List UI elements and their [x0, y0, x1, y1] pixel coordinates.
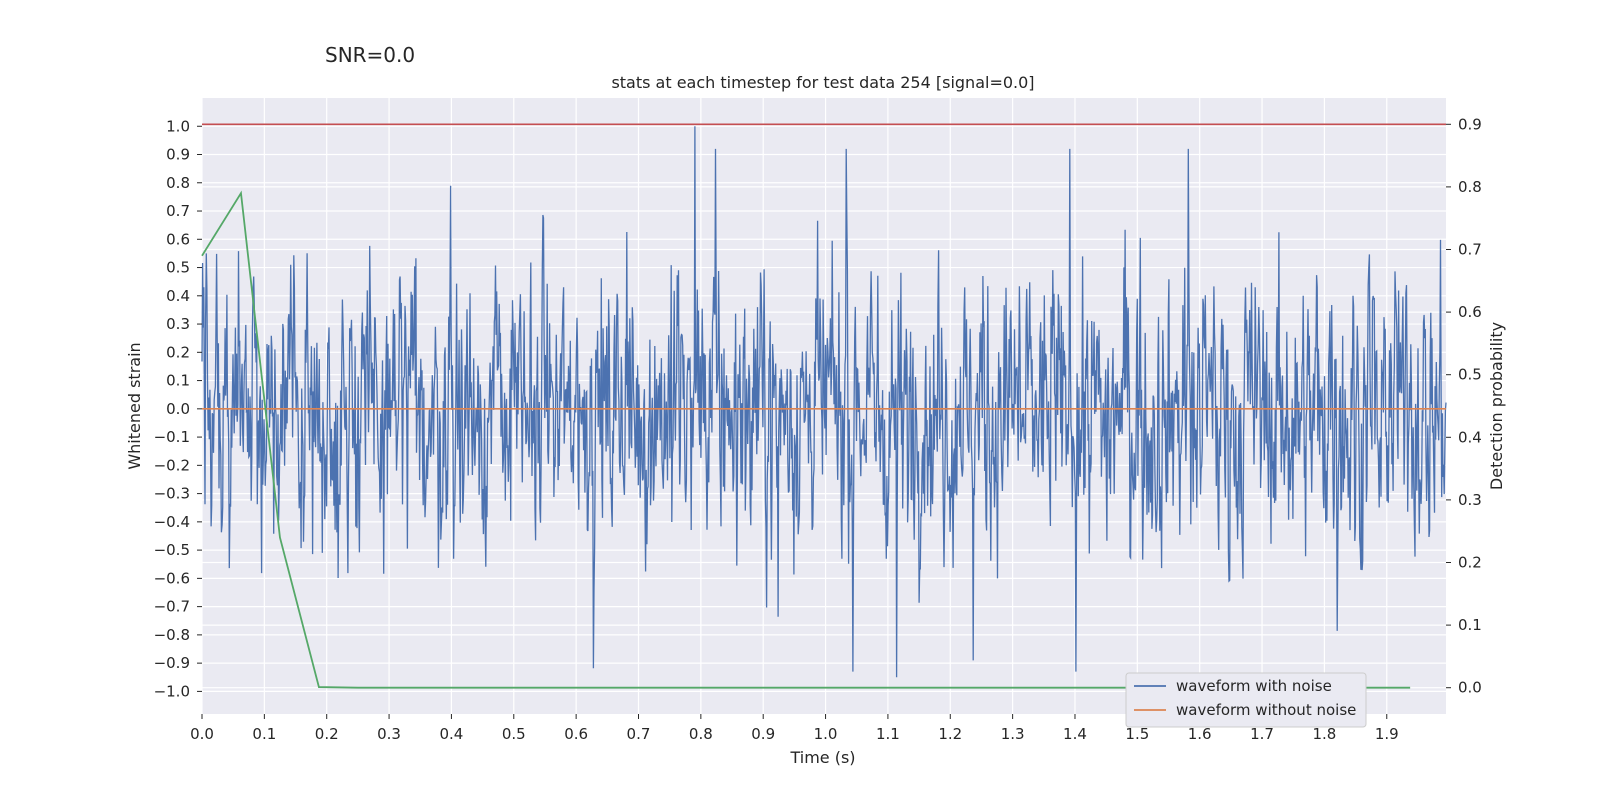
x-tick-label: 1.4 — [1063, 725, 1087, 743]
series-waveform-with-noise — [201, 126, 1447, 678]
x-tick-label: 1.1 — [876, 725, 900, 743]
y2-tick-label: 0.6 — [1458, 303, 1482, 321]
x-tick-label: 0.2 — [315, 725, 339, 743]
series-detection-probability — [201, 190, 1411, 689]
x-tick-label: 0.7 — [627, 725, 651, 743]
y-tick-label: −0.6 — [154, 569, 190, 587]
y2-tick-label: 0.8 — [1458, 178, 1482, 196]
y2-tick-label: 0.7 — [1458, 240, 1482, 258]
y2-tick-label: 0.5 — [1458, 366, 1482, 384]
x-tick-label: 0.5 — [502, 725, 526, 743]
x-tick-label: 1.2 — [938, 725, 962, 743]
y-tick-label: −0.7 — [154, 598, 190, 616]
legend-label-noise: waveform with noise — [1176, 677, 1332, 695]
y-tick-label: 0.5 — [166, 259, 190, 277]
y-tick-label: −0.2 — [154, 456, 190, 474]
y-tick-label: 0.4 — [166, 287, 190, 305]
x-tick-label: 1.9 — [1375, 725, 1399, 743]
y-tick-label: 0.7 — [166, 202, 190, 220]
y-tick-label: 0.3 — [166, 315, 190, 333]
x-tick-label: 0.8 — [689, 725, 713, 743]
figure-suptitle: SNR=0.0 — [325, 43, 415, 67]
x-tick-label: 1.5 — [1125, 725, 1149, 743]
x-tick-label: 1.0 — [814, 725, 838, 743]
y-tick-label: −0.3 — [154, 485, 190, 503]
x-tick-label: 1.8 — [1312, 725, 1336, 743]
y-axis-label: Whitened strain — [125, 342, 144, 469]
y2-tick-label: 0.0 — [1458, 679, 1482, 697]
legend: waveform with noise waveform without noi… — [1125, 672, 1367, 728]
legend-frame — [1125, 672, 1367, 728]
x-tick-label: 0.1 — [252, 725, 276, 743]
x-tick-label: 0.3 — [377, 725, 401, 743]
y-tick-label: −0.4 — [154, 513, 190, 531]
y-tick-label: −0.1 — [154, 428, 190, 446]
x-tick-label: 1.6 — [1188, 725, 1212, 743]
y2-tick-label: 0.9 — [1458, 115, 1482, 133]
x-tick-label: 0.9 — [751, 725, 775, 743]
x-axis-label: Time (s) — [789, 748, 855, 767]
y2-tick-label: 0.2 — [1458, 554, 1482, 572]
y-tick-label: −0.8 — [154, 626, 190, 644]
y-tick-label: −1.0 — [154, 682, 190, 700]
y2-tick-label: 0.4 — [1458, 428, 1482, 446]
x-tick-label: 1.3 — [1001, 725, 1025, 743]
y2-axis-label: Detection probability — [1487, 322, 1506, 490]
y-tick-label: 0.8 — [166, 174, 190, 192]
y2-tick-label: 0.3 — [1458, 491, 1482, 509]
x-tick-label: 1.7 — [1250, 725, 1274, 743]
y-tick-label: −0.5 — [154, 541, 190, 559]
y-tick-label: 1.0 — [166, 117, 190, 135]
series-layer — [201, 123, 1447, 689]
y-tick-label: 0.6 — [166, 230, 190, 248]
y2-tick-label: 0.1 — [1458, 616, 1482, 634]
y-tick-label: 0.9 — [166, 146, 190, 164]
chart-title: stats at each timestep for test data 254… — [611, 73, 1034, 92]
y-tick-label: −0.9 — [154, 654, 190, 672]
x-tick-label: 0.0 — [190, 725, 214, 743]
y-tick-label: 0.2 — [166, 343, 190, 361]
y-tick-label: 0.1 — [166, 372, 190, 390]
legend-label-clean: waveform without noise — [1176, 701, 1356, 719]
x-tick-label: 0.4 — [439, 725, 463, 743]
x-tick-label: 0.6 — [564, 725, 588, 743]
y-tick-label: 0.0 — [166, 400, 190, 418]
axes: 0.0 0.1 0.2 0.3 0.4 0.5 0.6 0.7 0.8 0.9 1.0 1.1 1.2 1… — [154, 115, 1482, 743]
